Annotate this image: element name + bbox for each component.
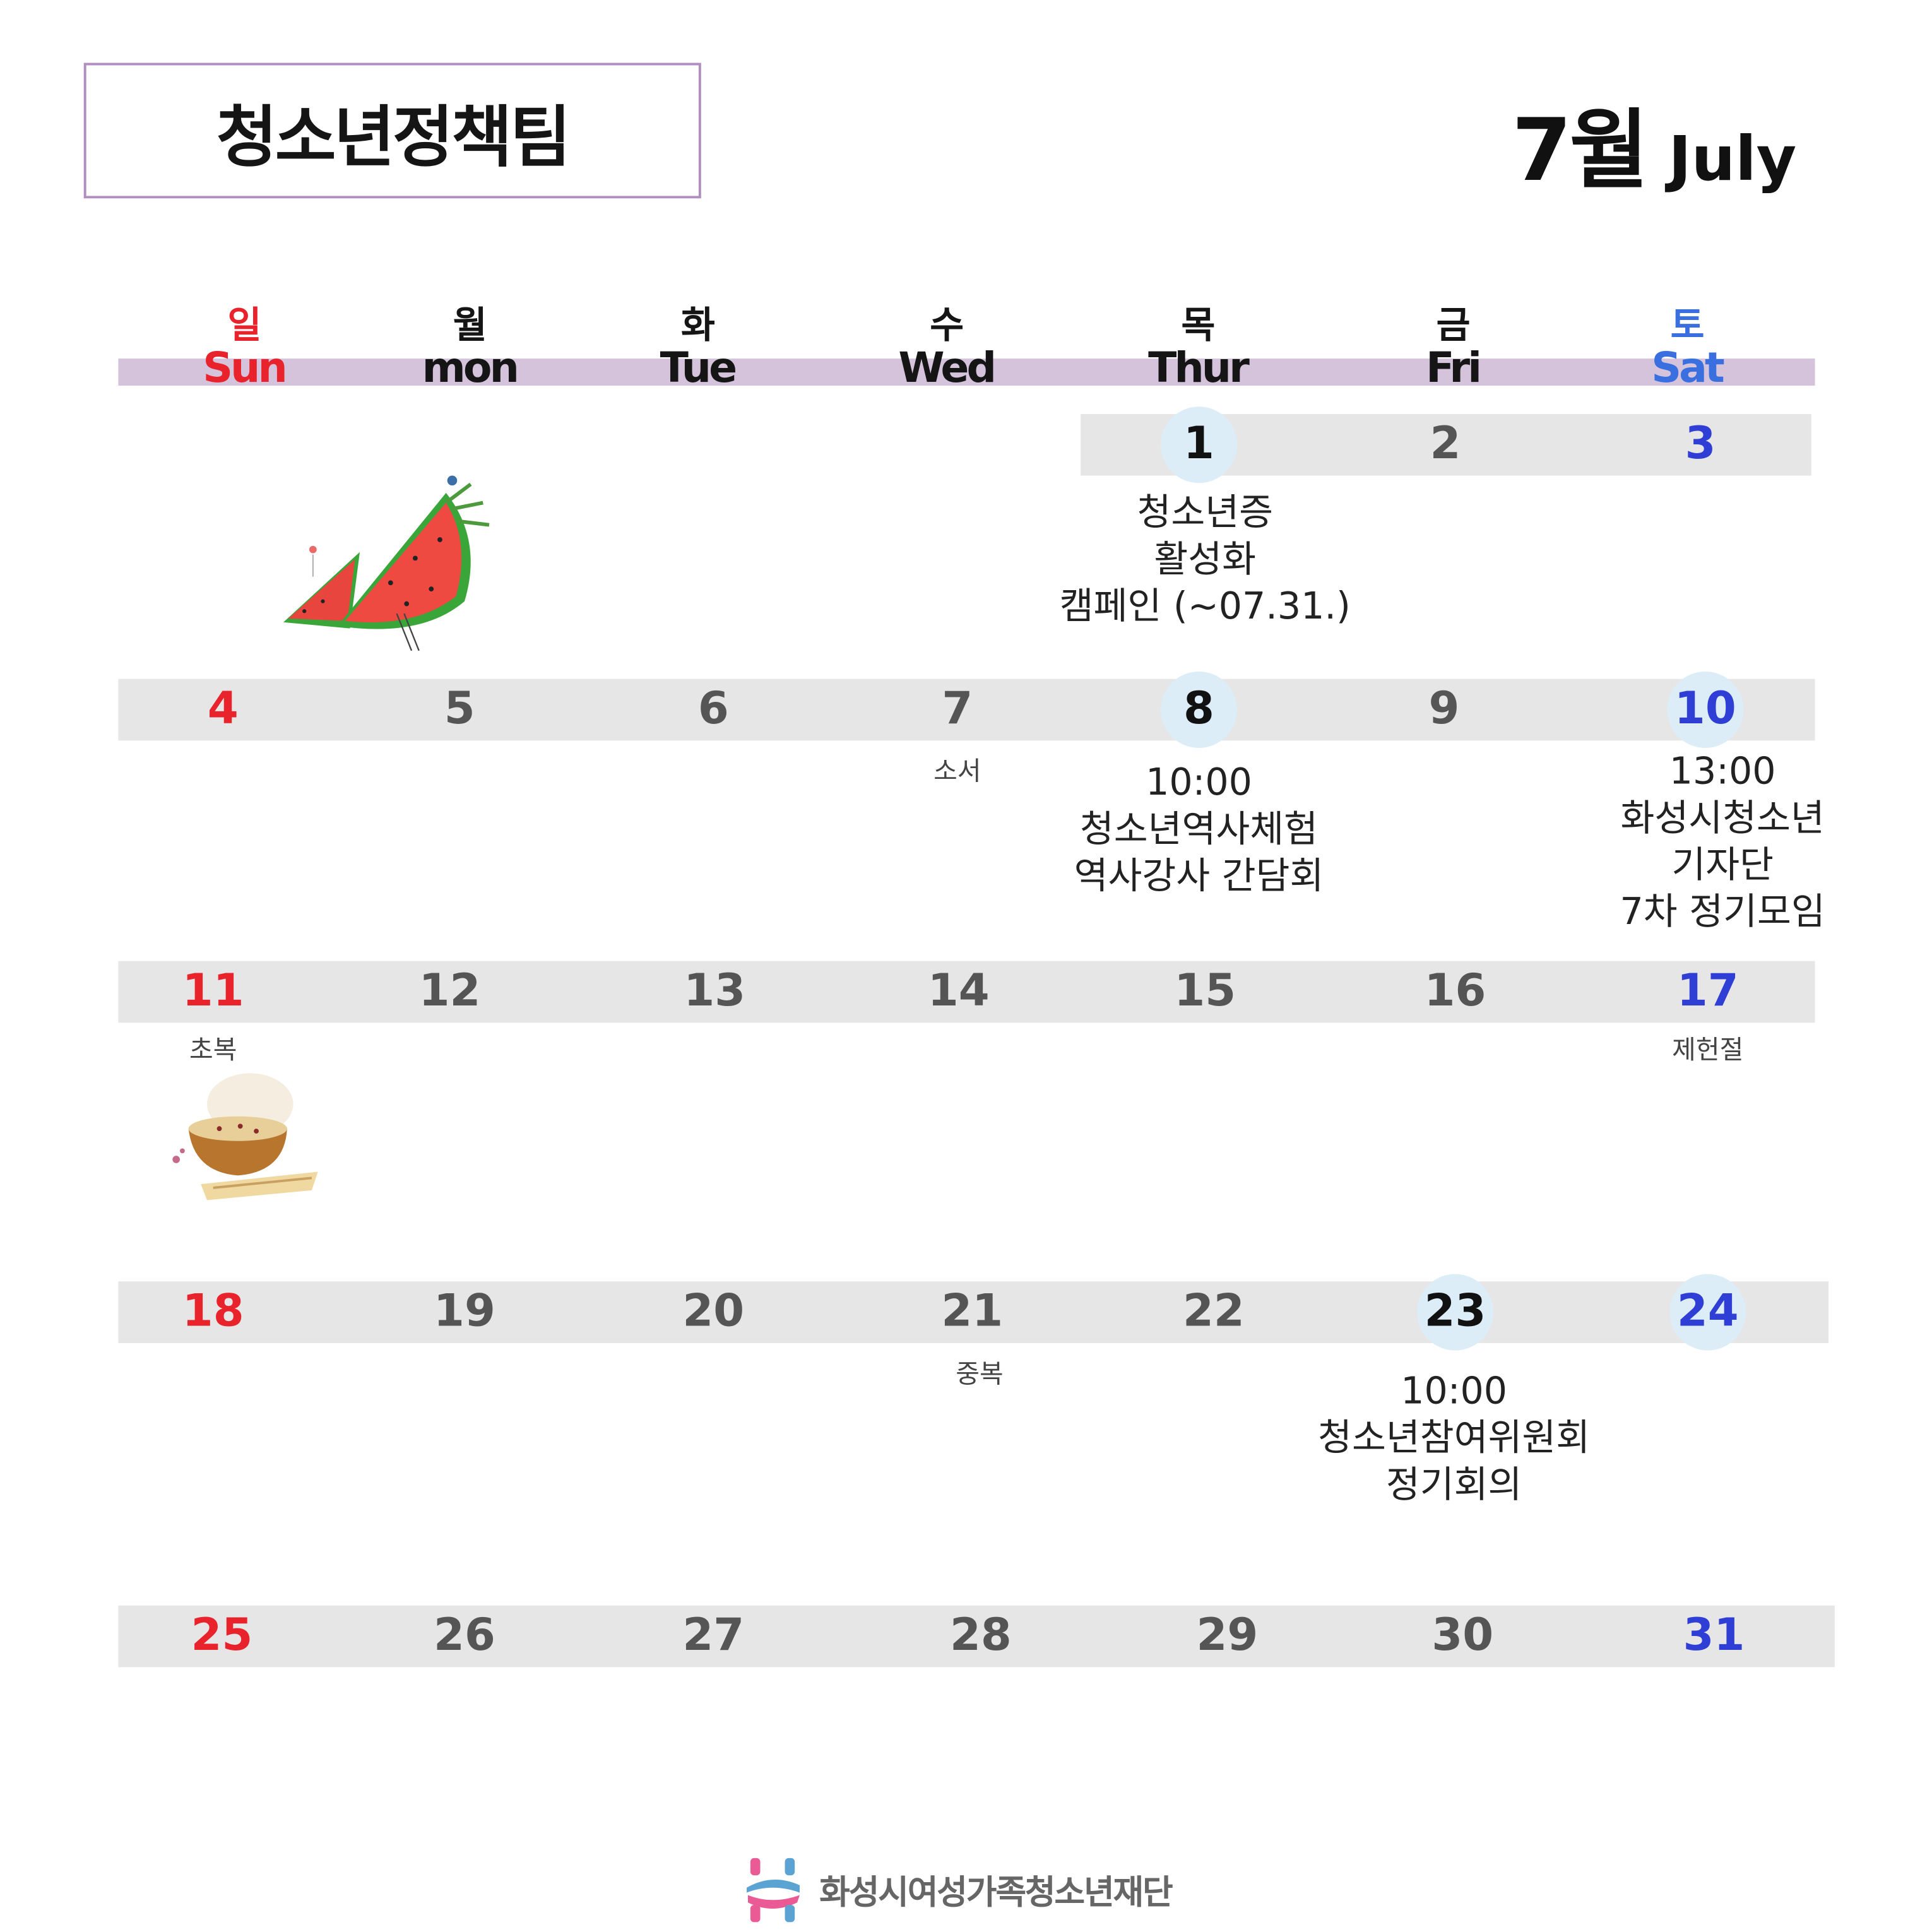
event-line: 10:00 — [1146, 761, 1252, 805]
event-line: 캠페인 (~07.31.) — [1059, 585, 1351, 629]
weekday-header-band — [118, 359, 1815, 386]
weekday-ko: 금 — [1436, 304, 1471, 348]
weekday-tue: 화 Tue — [599, 304, 796, 393]
weekday-thur: 목 Thur — [1099, 304, 1296, 393]
event-line: 정기회의 — [1385, 1464, 1522, 1507]
week-row-band — [118, 679, 1815, 741]
weekday-ko: 수 — [930, 304, 964, 348]
weekday-en: Fri — [1426, 343, 1482, 393]
event-line: 청소년역사체험 — [1079, 808, 1319, 851]
date-highlight-circle — [1667, 671, 1744, 748]
date-4[interactable]: 4 — [207, 684, 239, 735]
weekday-en: mon — [422, 343, 519, 393]
date-13[interactable]: 13 — [684, 966, 746, 1017]
weekday-ko: 월 — [453, 304, 487, 348]
date-2[interactable]: 2 — [1430, 418, 1461, 470]
watermelon-illustration — [283, 475, 490, 651]
date-1[interactable]: 1 — [1183, 418, 1214, 470]
date-20[interactable]: 20 — [682, 1286, 745, 1337]
date-26[interactable]: 26 — [434, 1610, 495, 1661]
event-line: 10:00 — [1401, 1370, 1507, 1414]
week-row-band — [118, 1281, 1829, 1343]
date-highlight-circle — [1669, 1274, 1746, 1351]
weekday-ko: 토 — [1670, 304, 1705, 348]
date-30[interactable]: 30 — [1431, 1610, 1494, 1661]
weekday-en: Thur — [1148, 343, 1250, 393]
event-d23[interactable]: 10:00 청소년참여위원회 정기회의 — [1269, 1369, 1639, 1510]
date-27[interactable]: 27 — [682, 1610, 745, 1661]
month-ko: 7월 — [1512, 100, 1649, 201]
weekday-ko: 목 — [1181, 304, 1216, 348]
date-16[interactable]: 16 — [1424, 966, 1486, 1017]
holiday-label: 소서 — [933, 756, 981, 786]
event-line: 기자단 — [1671, 844, 1774, 887]
soup-bowl-illustration — [172, 1073, 318, 1200]
weekday-en: Wed — [898, 343, 997, 393]
date-31[interactable]: 31 — [1683, 1610, 1745, 1661]
date-8[interactable]: 8 — [1183, 684, 1214, 735]
month-title: 7월 July — [1512, 81, 1796, 206]
weekday-ko: 일 — [227, 304, 262, 348]
date-highlight-circle — [1417, 1274, 1494, 1351]
weekday-sat: 토 Sat — [1588, 304, 1785, 393]
week-row-band — [118, 961, 1815, 1023]
date-25[interactable]: 25 — [191, 1610, 253, 1661]
date-6[interactable]: 6 — [697, 684, 729, 735]
event-line: 화성시청소년 — [1620, 797, 1825, 841]
holiday-label: 중복 — [956, 1359, 1004, 1389]
event-line: 13:00 — [1669, 750, 1776, 794]
weekday-ko: 화 — [680, 304, 715, 348]
weekday-mon: 월 mon — [371, 304, 568, 393]
weekday-fri: 금 Fri — [1354, 304, 1551, 393]
date-24[interactable]: 24 — [1676, 1286, 1739, 1337]
date-19[interactable]: 19 — [434, 1286, 495, 1337]
event-line: 활성화 — [1154, 538, 1257, 582]
holiday-label: 초복 — [189, 1034, 237, 1065]
event-line: 7차 정기모임 — [1620, 891, 1825, 934]
weekday-en: Sat — [1651, 343, 1725, 393]
weekday-wed: 수 Wed — [848, 304, 1045, 393]
date-11[interactable]: 11 — [182, 966, 244, 1017]
event-line: 청소년증 — [1137, 491, 1274, 535]
date-14[interactable]: 14 — [927, 966, 990, 1017]
date-9[interactable]: 9 — [1428, 684, 1460, 735]
date-5[interactable]: 5 — [444, 684, 475, 735]
month-en: July — [1668, 123, 1797, 195]
date-22[interactable]: 22 — [1182, 1286, 1245, 1337]
date-12[interactable]: 12 — [418, 966, 481, 1017]
weekday-sun: 일 Sun — [145, 304, 342, 393]
event-line: 역사강사 간담회 — [1074, 855, 1324, 899]
date-28[interactable]: 28 — [950, 1610, 1012, 1661]
date-7[interactable]: 7 — [942, 684, 973, 735]
foundation-name: 화성시여성가족청소년재단 — [819, 1874, 1173, 1912]
event-line: 청소년참여위원회 — [1318, 1417, 1591, 1461]
date-17[interactable]: 17 — [1676, 966, 1739, 1017]
date-highlight-circle — [1160, 671, 1238, 748]
team-title-box: 청소년정책팀 — [83, 62, 701, 199]
date-18[interactable]: 18 — [182, 1286, 244, 1337]
date-3[interactable]: 3 — [1685, 418, 1716, 470]
date-15[interactable]: 15 — [1174, 966, 1236, 1017]
date-29[interactable]: 29 — [1196, 1610, 1259, 1661]
foundation-logo-icon — [747, 1858, 800, 1923]
event-d8[interactable]: 10:00 청소년역사체험 역사강사 간담회 — [1014, 761, 1384, 901]
date-21[interactable]: 21 — [941, 1286, 1004, 1337]
week-row-band — [118, 1605, 1835, 1668]
weekday-en: Sun — [203, 343, 288, 393]
event-d10[interactable]: 13:00 화성시청소년 기자단 7차 정기모임 — [1538, 749, 1907, 937]
date-highlight-circle — [1160, 406, 1238, 483]
event-d1[interactable]: 청소년증 활성화 캠페인 (~07.31.) — [1020, 490, 1390, 631]
team-title: 청소년정책팀 — [216, 98, 571, 176]
date-10[interactable]: 10 — [1674, 684, 1736, 735]
holiday-label: 제헌절 — [1672, 1034, 1744, 1065]
date-23[interactable]: 23 — [1424, 1286, 1486, 1337]
weekday-en: Tue — [660, 343, 737, 393]
